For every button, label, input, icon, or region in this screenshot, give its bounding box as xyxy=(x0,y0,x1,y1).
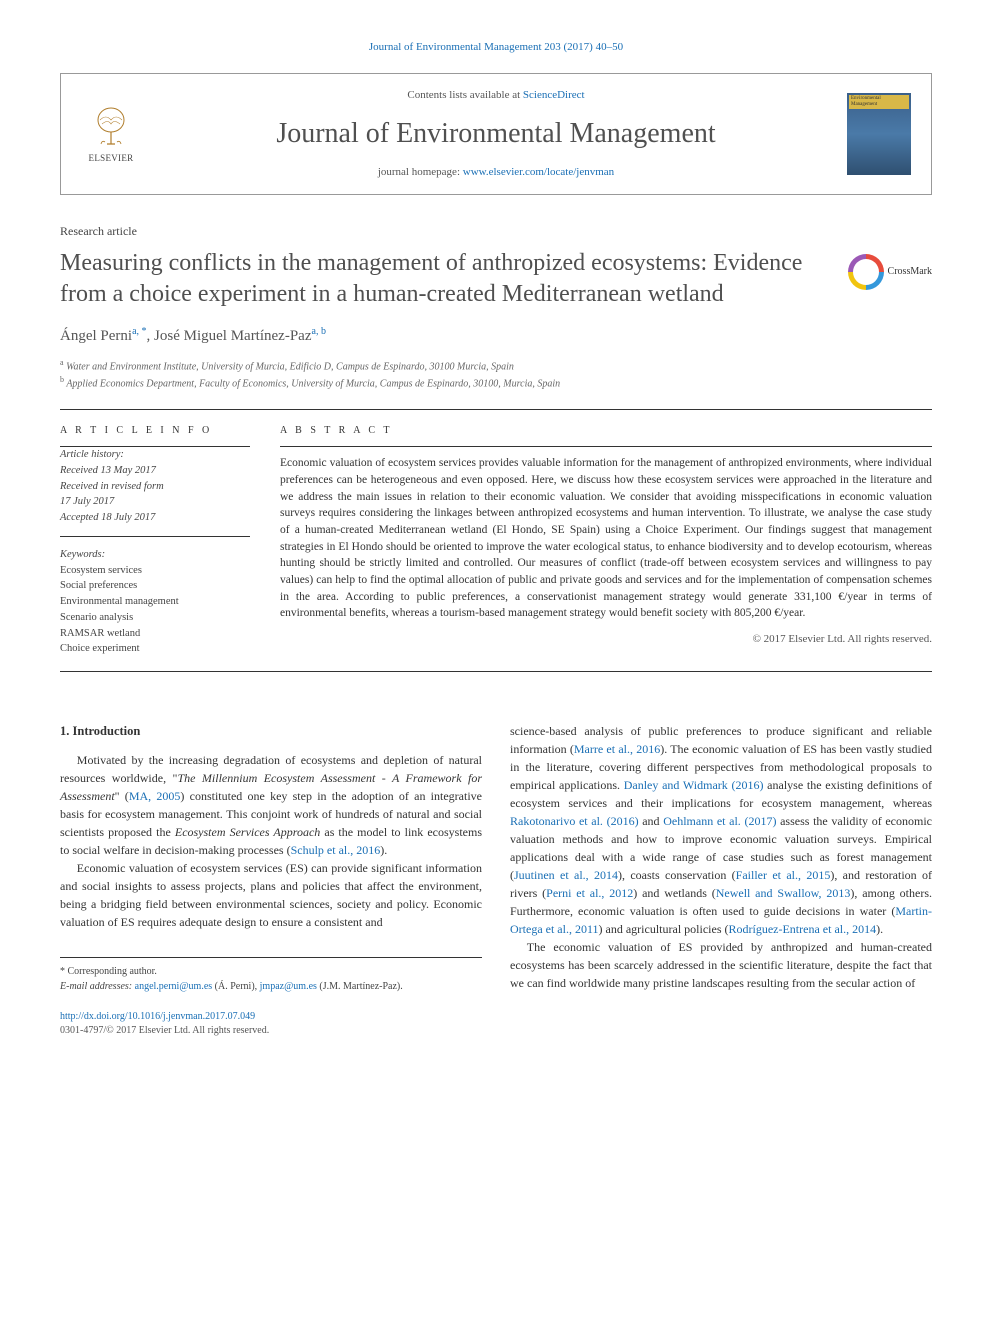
body-text: and xyxy=(639,814,664,828)
corresponding-author-footer: * Corresponding author. E-mail addresses… xyxy=(60,957,482,994)
body-text: ) and wetlands ( xyxy=(633,886,715,900)
citation-header: Journal of Environmental Management 203 … xyxy=(60,40,932,55)
divider xyxy=(60,409,932,410)
body-text: ), coasts conservation ( xyxy=(618,868,736,882)
history-received: Received 13 May 2017 xyxy=(60,463,250,479)
keyword-item: Social preferences xyxy=(60,578,250,594)
body-text: ). xyxy=(876,922,883,936)
body-column-left: 1. Introduction Motivated by the increas… xyxy=(60,722,482,994)
body-text: Economic valuation of ecosystem services… xyxy=(60,861,482,929)
body-paragraph: The economic valuation of ES provided by… xyxy=(510,938,932,992)
keyword-item: Ecosystem services xyxy=(60,563,250,579)
author-email-link[interactable]: jmpaz@um.es xyxy=(260,981,317,992)
reference-link[interactable]: Rakotonarivo et al. (2016) xyxy=(510,814,639,828)
email-name-1: (Á. Perni), xyxy=(212,981,260,992)
keyword-item: Environmental management xyxy=(60,594,250,610)
journal-header-box: ELSEVIER Contents lists available at Sci… xyxy=(60,73,932,195)
reference-link[interactable]: Juutinen et al., 2014 xyxy=(514,868,618,882)
body-text: ). xyxy=(380,843,387,857)
body-paragraph: science-based analysis of public prefere… xyxy=(510,722,932,938)
section-1-title: 1. Introduction xyxy=(60,722,482,741)
elsevier-tree-icon xyxy=(88,104,134,150)
elsevier-logo: ELSEVIER xyxy=(77,104,145,165)
keyword-item: RAMSAR wetland xyxy=(60,626,250,642)
journal-homepage-line: journal homepage: www.elsevier.com/locat… xyxy=(161,165,831,180)
article-info-heading: A R T I C L E I N F O xyxy=(60,424,250,438)
article-history: Article history: Received 13 May 2017 Re… xyxy=(60,447,250,537)
article-type: Research article xyxy=(60,223,932,240)
author-2-affil-marks: a, b xyxy=(312,326,326,337)
reference-link[interactable]: Oehlmann et al. (2017) xyxy=(663,814,776,828)
corresponding-label: * Corresponding author. xyxy=(60,964,482,979)
author-separator: , xyxy=(147,328,155,344)
keywords-title: Keywords: xyxy=(60,547,250,563)
affiliations: a Water and Environment Institute, Unive… xyxy=(60,357,932,392)
contents-prefix: Contents lists available at xyxy=(407,89,522,101)
abstract-text: Economic valuation of ecosystem services… xyxy=(280,455,932,622)
contents-available-line: Contents lists available at ScienceDirec… xyxy=(161,88,831,103)
history-revised-line1: Received in revised form xyxy=(60,479,250,495)
email-addresses-label: E-mail addresses: xyxy=(60,981,132,992)
authors-line: Ángel Pernia, *, José Miguel Martínez-Pa… xyxy=(60,325,932,347)
crossmark-label: CrossMark xyxy=(888,265,932,279)
author-email-link[interactable]: angel.perni@um.es xyxy=(135,981,213,992)
history-accepted: Accepted 18 July 2017 xyxy=(60,510,250,526)
reference-link[interactable]: Schulp et al., 2016 xyxy=(291,843,381,857)
divider xyxy=(60,671,932,672)
crossmark-badge[interactable]: CrossMark xyxy=(848,254,932,290)
keyword-item: Choice experiment xyxy=(60,641,250,657)
copyright-line: © 2017 Elsevier Ltd. All rights reserved… xyxy=(280,632,932,647)
affiliation-b: Applied Economics Department, Faculty of… xyxy=(66,378,560,389)
reference-link[interactable]: Rodríguez-Entrena et al., 2014 xyxy=(728,922,876,936)
abstract-heading: A B S T R A C T xyxy=(280,424,932,438)
article-title: Measuring conflicts in the management of… xyxy=(60,248,832,310)
keywords-block: Keywords: Ecosystem services Social pref… xyxy=(60,547,250,657)
issn-copyright-line: 0301-4797/© 2017 Elsevier Ltd. All right… xyxy=(60,1024,932,1038)
doi-link[interactable]: http://dx.doi.org/10.1016/j.jenvman.2017… xyxy=(60,1011,255,1022)
body-paragraph: Economic valuation of ecosystem services… xyxy=(60,859,482,931)
reference-link[interactable]: Perni et al., 2012 xyxy=(546,886,633,900)
sciencedirect-link[interactable]: ScienceDirect xyxy=(523,89,585,101)
history-title: Article history: xyxy=(60,447,250,463)
author-2-name: José Miguel Martínez-Paz xyxy=(154,328,311,344)
reference-link[interactable]: Marre et al., 2016 xyxy=(574,742,660,756)
author-1-name: Ángel Perni xyxy=(60,328,132,344)
keyword-item: Scenario analysis xyxy=(60,610,250,626)
body-text: ) and agricultural policies ( xyxy=(599,922,729,936)
page-footer: http://dx.doi.org/10.1016/j.jenvman.2017… xyxy=(60,1010,932,1038)
crossmark-icon xyxy=(848,254,884,290)
journal-homepage-link[interactable]: www.elsevier.com/locate/jenvman xyxy=(463,166,614,178)
body-text: " ( xyxy=(115,789,129,803)
email-name-2: (J.M. Martínez-Paz). xyxy=(317,981,403,992)
reference-link[interactable]: MA, 2005 xyxy=(129,789,181,803)
journal-cover-thumbnail xyxy=(847,93,911,175)
affiliation-a: Water and Environment Institute, Univers… xyxy=(66,361,514,372)
journal-name: Journal of Environmental Management xyxy=(161,114,831,153)
author-1-affil-marks: a, * xyxy=(132,326,146,337)
reference-link[interactable]: Failler et al., 2015 xyxy=(736,868,831,882)
reference-link[interactable]: Danley and Widmark (2016) xyxy=(624,778,764,792)
divider xyxy=(280,446,932,447)
homepage-prefix: journal homepage: xyxy=(378,166,463,178)
body-paragraph: Motivated by the increasing degradation … xyxy=(60,751,482,859)
body-text: The economic valuation of ES provided by… xyxy=(510,940,932,990)
reference-link[interactable]: Newell and Swallow, 2013 xyxy=(716,886,851,900)
body-text-em: Ecosystem Services Approach xyxy=(175,825,320,839)
body-column-right: science-based analysis of public prefere… xyxy=(510,722,932,994)
history-revised-line2: 17 July 2017 xyxy=(60,494,250,510)
publisher-name: ELSEVIER xyxy=(89,152,134,165)
